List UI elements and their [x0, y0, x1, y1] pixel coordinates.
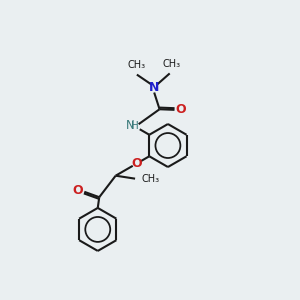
Text: CH₃: CH₃: [141, 174, 159, 184]
Text: CH₃: CH₃: [162, 59, 180, 69]
Text: H: H: [131, 121, 139, 131]
Text: N: N: [149, 81, 159, 94]
Text: O: O: [175, 103, 186, 116]
Text: CH₃: CH₃: [127, 60, 145, 70]
Text: O: O: [132, 157, 142, 170]
Text: N: N: [126, 119, 134, 133]
Text: O: O: [72, 184, 83, 197]
